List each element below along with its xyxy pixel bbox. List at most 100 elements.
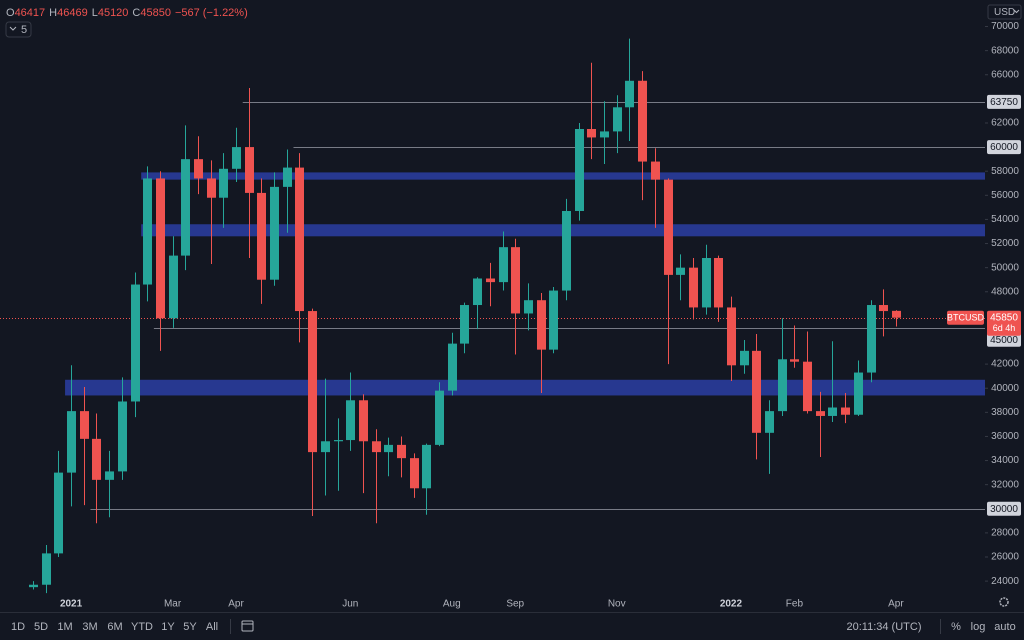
candle-body — [854, 372, 863, 415]
candle-body — [372, 441, 381, 453]
range-button[interactable]: 5Y — [183, 621, 197, 633]
range-button[interactable]: All — [206, 621, 218, 633]
level-label-box — [987, 501, 1021, 516]
candle-body — [410, 458, 419, 489]
candle-body — [816, 411, 825, 416]
scale-option[interactable]: log — [971, 621, 986, 633]
scale-option[interactable]: auto — [994, 621, 1015, 633]
candle-body — [778, 359, 787, 412]
change-value: −567 (−1.22%) — [175, 7, 248, 19]
candle-body — [92, 438, 101, 480]
ohlc-value: 45850 — [140, 7, 171, 19]
range-button[interactable]: 6M — [107, 621, 122, 633]
candle-body — [473, 278, 482, 306]
candle-body — [245, 147, 254, 193]
ohlc-value: 46469 — [57, 7, 88, 19]
candle-body — [638, 80, 647, 162]
settings-icon[interactable] — [999, 597, 1009, 607]
candle-body — [727, 307, 736, 366]
candle-body — [80, 411, 89, 439]
candle-body — [67, 411, 76, 473]
currency-button[interactable] — [987, 4, 1022, 20]
range-button[interactable]: 3M — [82, 621, 97, 633]
candle-body — [118, 401, 127, 472]
level-label: 63750 — [990, 97, 1018, 108]
y-tick-label: 52000 — [991, 238, 1019, 249]
chevron-icon — [9, 26, 17, 31]
candle-body — [549, 290, 558, 350]
support-zone — [65, 379, 985, 396]
interval-value[interactable]: 5 — [21, 24, 27, 36]
symbol-label: BTCUSD — [947, 313, 985, 323]
candle-body — [587, 129, 596, 138]
y-tick-label: 66000 — [991, 69, 1019, 80]
plot-area — [0, 38, 985, 594]
candle-body — [460, 305, 469, 344]
candle-body — [435, 390, 444, 445]
range-button[interactable]: 5D — [34, 621, 48, 633]
candle-body — [499, 247, 508, 283]
candle-body — [308, 311, 317, 453]
candle-body — [359, 400, 368, 442]
candle-body — [867, 305, 876, 373]
candle-body — [295, 167, 304, 312]
currency[interactable]: USD — [994, 7, 1015, 18]
candle-body — [803, 361, 812, 412]
countdown-label: 6d 4h — [993, 323, 1016, 333]
calendar-icon[interactable] — [241, 620, 254, 632]
candle-body — [752, 350, 761, 433]
candle-body — [511, 247, 520, 314]
x-tick-label: 2021 — [60, 599, 83, 610]
level-label-box — [987, 94, 1021, 109]
candle-body — [600, 131, 609, 138]
chevron-icon — [1013, 9, 1020, 14]
ohlc-key: O — [6, 7, 15, 19]
y-tick-label: 26000 — [991, 552, 1019, 563]
interval-button[interactable] — [5, 21, 32, 38]
candle-body — [689, 267, 698, 308]
x-tick-label: Feb — [786, 599, 804, 610]
candle-body — [143, 178, 152, 285]
candle-body — [892, 310, 901, 318]
candle-body — [54, 472, 63, 554]
y-tick-label: 36000 — [991, 431, 1019, 442]
support-zone — [141, 172, 985, 180]
candle-body — [575, 129, 584, 211]
candle-body — [562, 210, 571, 291]
candle-body — [613, 107, 622, 132]
candle-body — [537, 300, 546, 350]
ohlc-legend: O46417 H46469 L45120 C45850 −567 (−1.22%) — [6, 7, 248, 19]
candle-body — [740, 350, 749, 366]
level-label-box — [987, 140, 1021, 155]
range-button[interactable]: 1D — [11, 621, 25, 633]
candle-body — [651, 161, 660, 180]
range-button[interactable]: 1Y — [161, 621, 175, 633]
candle-body — [346, 400, 355, 441]
x-tick-label: Mar — [164, 599, 182, 610]
candle-body — [131, 284, 140, 402]
candle-body — [181, 159, 190, 256]
y-tick-label: 34000 — [991, 455, 1019, 466]
range-button[interactable]: 1M — [57, 621, 72, 633]
candle-body — [702, 258, 711, 308]
y-tick-label: 70000 — [991, 21, 1019, 32]
y-tick-label: 62000 — [991, 118, 1019, 129]
candle-body — [828, 407, 837, 416]
x-tick-label: Apr — [228, 599, 244, 610]
x-tick-label: Nov — [608, 599, 626, 610]
range-button[interactable]: YTD — [131, 621, 153, 633]
candle-body — [257, 192, 266, 280]
candle-body — [714, 258, 723, 308]
y-tick-label: 56000 — [991, 190, 1019, 201]
candle-body — [625, 80, 634, 108]
candle-body — [232, 147, 241, 169]
y-tick-label: 40000 — [991, 383, 1019, 394]
y-tick-label: 28000 — [991, 528, 1019, 539]
scale-option[interactable]: % — [951, 621, 961, 633]
level-label: 45000 — [990, 335, 1018, 346]
candle-body — [384, 444, 393, 453]
candle-body — [194, 159, 203, 179]
